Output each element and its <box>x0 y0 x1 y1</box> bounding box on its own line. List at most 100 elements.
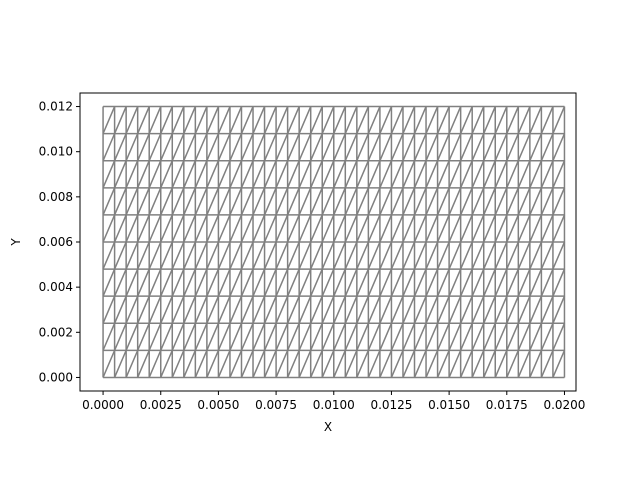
mesh-diagonal-edge <box>310 133 323 162</box>
mesh-diagonal-edge <box>483 160 496 189</box>
mesh-diagonal-edge <box>102 214 116 243</box>
mesh-diagonal-edge <box>379 187 393 216</box>
mesh-diagonal-edge <box>552 268 566 297</box>
mesh-diagonal-edge <box>321 322 335 351</box>
mesh-diagonal-edge <box>148 160 162 189</box>
mesh-diagonal-edge <box>333 268 346 297</box>
mesh-diagonal-edge <box>436 214 450 243</box>
mesh-diagonal-edge <box>160 187 173 216</box>
mesh-diagonal-edge <box>286 241 300 270</box>
mesh-diagonal-edge <box>263 241 277 270</box>
mesh-diagonal-edge <box>506 350 520 378</box>
mesh-diagonal-edge <box>113 187 127 216</box>
mesh-diagonal-edge <box>483 295 496 324</box>
mesh-diagonal-edge <box>425 350 439 378</box>
mesh-diagonal-edge <box>148 133 162 162</box>
mesh-diagonal-edge <box>390 133 404 162</box>
mesh-diagonal-edge <box>459 268 473 297</box>
mesh-diagonal-edge <box>102 295 116 324</box>
mesh-diagonal-edge <box>171 214 185 243</box>
mesh-diagonal-edge <box>171 241 185 270</box>
mesh-diagonal-edge <box>413 187 427 216</box>
mesh-diagonal-edge <box>160 133 173 162</box>
mesh-diagonal-edge <box>529 350 543 378</box>
mesh-diagonal-edge <box>125 214 139 243</box>
mesh-diagonal-edge <box>183 295 197 324</box>
mesh-diagonal-edge <box>252 322 266 351</box>
mesh-diagonal-edge <box>113 350 127 378</box>
mesh-diagonal-edge <box>298 133 312 162</box>
mesh-diagonal-edge <box>183 322 197 351</box>
mesh-diagonal-edge <box>425 160 439 189</box>
mesh-diagonal-edge <box>333 241 346 270</box>
mesh-diagonal-edge <box>148 268 162 297</box>
mesh-diagonal-edge <box>540 268 554 297</box>
mesh-diagonal-edge <box>390 295 404 324</box>
mesh-diagonal-edge <box>183 133 197 162</box>
mesh-diagonal-edge <box>529 106 543 134</box>
mesh-diagonal-edge <box>321 160 335 189</box>
mesh-diagonal-edge <box>125 187 139 216</box>
mesh-diagonal-edge <box>367 295 381 324</box>
mesh-diagonal-edge <box>552 106 566 134</box>
mesh-diagonal-edge <box>136 214 150 243</box>
mesh-diagonal-edge <box>333 187 346 216</box>
mesh-layer <box>102 105 566 379</box>
mesh-diagonal-edge <box>448 214 462 243</box>
mesh-diagonal-edge <box>263 268 277 297</box>
mesh-diagonal-edge <box>136 187 150 216</box>
mesh-diagonal-edge <box>206 133 220 162</box>
x-tick-label: 0.0175 <box>486 398 528 412</box>
mesh-diagonal-edge <box>436 133 450 162</box>
mesh-diagonal-edge <box>540 322 554 351</box>
mesh-diagonal-edge <box>160 350 173 378</box>
mesh-diagonal-edge <box>194 187 208 216</box>
mesh-diagonal-edge <box>402 160 416 189</box>
mesh-diagonal-edge <box>286 187 300 216</box>
mesh-diagonal-edge <box>344 322 358 351</box>
mesh-diagonal-edge <box>206 268 220 297</box>
mesh-diagonal-edge <box>529 241 543 270</box>
mesh-diagonal-edge <box>459 133 473 162</box>
mesh-diagonal-edge <box>310 295 323 324</box>
mesh-diagonal-edge <box>160 322 173 351</box>
mesh-diagonal-edge <box>471 214 485 243</box>
mesh-diagonal-edge <box>517 322 531 351</box>
mesh-diagonal-edge <box>240 187 254 216</box>
mesh-diagonal-edge <box>379 106 393 134</box>
mesh-diagonal-edge <box>506 187 520 216</box>
mesh-diagonal-edge <box>483 350 496 378</box>
mesh-diagonal-edge <box>171 187 185 216</box>
mesh-diagonal-edge <box>333 214 346 243</box>
mesh-diagonal-edge <box>160 268 173 297</box>
mesh-diagonal-edge <box>310 322 323 351</box>
mesh-diagonal-edge <box>517 214 531 243</box>
mesh-diagonal-edge <box>471 133 485 162</box>
mesh-diagonal-edge <box>540 350 554 378</box>
mesh-diagonal-edge <box>425 106 439 134</box>
mesh-diagonal-edge <box>310 106 323 134</box>
mesh-diagonal-edge <box>517 160 531 189</box>
mesh-diagonal-edge <box>494 214 508 243</box>
mesh-diagonal-edge <box>333 350 346 378</box>
mesh-diagonal-edge <box>321 106 335 134</box>
mesh-diagonal-edge <box>171 160 185 189</box>
mesh-diagonal-edge <box>136 322 150 351</box>
mesh-diagonal-edge <box>217 322 231 351</box>
mesh-diagonal-edge <box>552 214 566 243</box>
mesh-diagonal-edge <box>206 160 220 189</box>
mesh-diagonal-edge <box>136 295 150 324</box>
mesh-diagonal-edge <box>436 268 450 297</box>
mesh-diagonal-edge <box>217 187 231 216</box>
mesh-diagonal-edge <box>194 350 208 378</box>
mesh-diagonal-edge <box>194 268 208 297</box>
x-tick-label: 0.0075 <box>255 398 297 412</box>
mesh-diagonal-edge <box>240 133 254 162</box>
mesh-diagonal-edge <box>540 214 554 243</box>
mesh-diagonal-edge <box>506 268 520 297</box>
mesh-diagonal-edge <box>471 187 485 216</box>
mesh-diagonal-edge <box>252 241 266 270</box>
mesh-diagonal-edge <box>367 322 381 351</box>
